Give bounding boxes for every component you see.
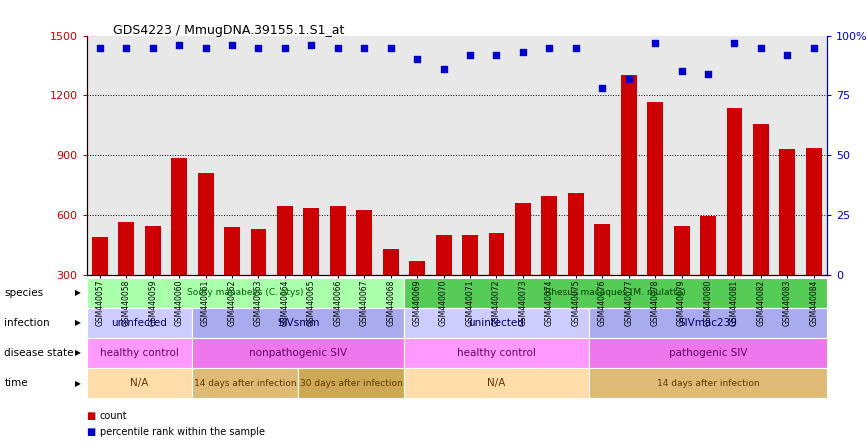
Bar [568, 194, 584, 275]
Text: 14 days after infection: 14 days after infection [656, 379, 759, 388]
Text: percentile rank within the sample: percentile rank within the sample [100, 427, 265, 436]
Bar [330, 206, 346, 275]
Text: uninfected: uninfected [112, 318, 167, 328]
Bar [192, 368, 298, 398]
Point [410, 56, 424, 63]
Text: SIVmac239: SIVmac239 [679, 318, 738, 328]
Point [278, 44, 292, 51]
Point [305, 42, 319, 49]
Text: time: time [4, 378, 28, 388]
Point [436, 66, 450, 73]
Text: N/A: N/A [488, 378, 506, 388]
Bar [700, 216, 716, 275]
Point [331, 44, 345, 51]
Point [358, 44, 372, 51]
Point [675, 68, 688, 75]
Bar [87, 338, 192, 368]
Point [489, 51, 503, 58]
Bar [145, 226, 161, 275]
Text: 30 days after infection: 30 days after infection [300, 379, 403, 388]
Point [569, 44, 583, 51]
Bar [621, 75, 637, 275]
Point [542, 44, 556, 51]
Bar [277, 206, 293, 275]
Bar [727, 108, 742, 275]
Text: SIVsmm: SIVsmm [277, 318, 320, 328]
Bar [298, 368, 404, 398]
Point [807, 44, 821, 51]
Text: infection: infection [4, 318, 50, 328]
Bar [589, 308, 827, 338]
Bar [589, 338, 827, 368]
Bar [192, 338, 404, 368]
Text: count: count [100, 411, 127, 421]
Text: GDS4223 / MmugDNA.39155.1.S1_at: GDS4223 / MmugDNA.39155.1.S1_at [113, 24, 344, 37]
Point [93, 44, 107, 51]
Text: 14 days after infection: 14 days after infection [194, 379, 296, 388]
Text: healthy control: healthy control [457, 348, 536, 358]
Bar [541, 196, 558, 275]
Bar [119, 222, 134, 275]
Point [780, 51, 794, 58]
Bar [404, 278, 827, 308]
Bar [404, 368, 589, 398]
Bar [674, 226, 689, 275]
Point [727, 39, 741, 46]
Point [384, 44, 397, 51]
Bar [383, 250, 398, 275]
Bar [197, 173, 214, 275]
Point [622, 75, 636, 82]
Text: ▶: ▶ [74, 318, 81, 327]
Point [198, 44, 212, 51]
Point [463, 51, 477, 58]
Bar [250, 229, 267, 275]
Point [225, 42, 239, 49]
Bar [753, 124, 769, 275]
Text: Rhesus macaques (M. mulatta): Rhesus macaques (M. mulatta) [545, 288, 686, 297]
Point [172, 42, 186, 49]
Bar [87, 368, 192, 398]
Text: N/A: N/A [130, 378, 149, 388]
Bar [436, 235, 451, 275]
Text: ■: ■ [87, 427, 96, 436]
Text: ▶: ▶ [74, 349, 81, 357]
Text: nonpathogenic SIV: nonpathogenic SIV [249, 348, 347, 358]
Bar [224, 227, 240, 275]
Text: healthy control: healthy control [100, 348, 179, 358]
Text: ▶: ▶ [74, 288, 81, 297]
Point [516, 49, 530, 56]
Bar [356, 210, 372, 275]
Point [754, 44, 768, 51]
Text: ▶: ▶ [74, 379, 81, 388]
Bar [589, 368, 827, 398]
Bar [404, 308, 589, 338]
Bar [515, 203, 531, 275]
Point [649, 39, 662, 46]
Bar [488, 234, 504, 275]
Text: uninfected: uninfected [469, 318, 525, 328]
Bar [92, 237, 107, 275]
Text: disease state: disease state [4, 348, 74, 358]
Bar [404, 338, 589, 368]
Bar [171, 159, 187, 275]
Bar [806, 148, 822, 275]
Text: ■: ■ [87, 411, 96, 421]
Bar [87, 278, 404, 308]
Point [251, 44, 265, 51]
Bar [192, 308, 404, 338]
Point [595, 85, 609, 92]
Text: Sooty manabeys (C. atys): Sooty manabeys (C. atys) [187, 288, 303, 297]
Bar [410, 261, 425, 275]
Bar [303, 208, 320, 275]
Text: species: species [4, 288, 43, 297]
Bar [87, 308, 192, 338]
Text: pathogenic SIV: pathogenic SIV [669, 348, 747, 358]
Point [145, 44, 159, 51]
Bar [594, 224, 611, 275]
Point [120, 44, 133, 51]
Point [701, 70, 715, 77]
Bar [647, 103, 663, 275]
Bar [779, 149, 795, 275]
Bar [462, 235, 478, 275]
